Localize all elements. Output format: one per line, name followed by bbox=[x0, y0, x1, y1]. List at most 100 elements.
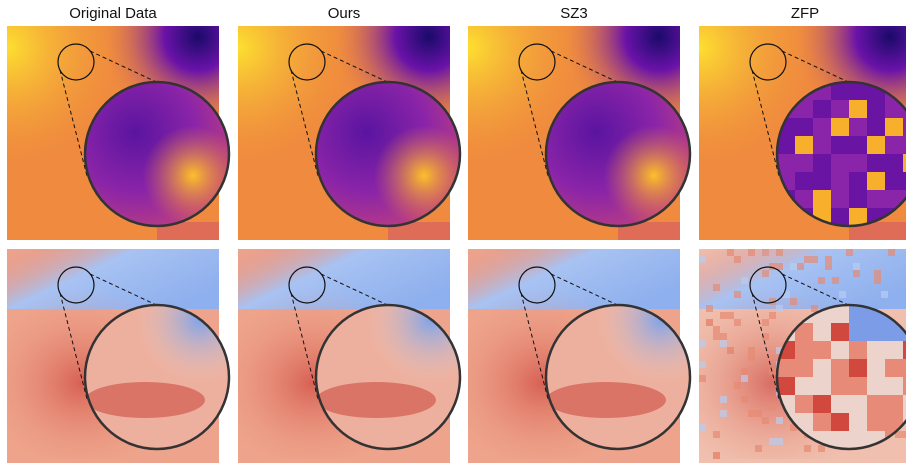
block bbox=[727, 347, 734, 354]
block bbox=[727, 312, 734, 319]
block bbox=[713, 431, 720, 438]
zoom-block bbox=[885, 154, 903, 172]
block bbox=[888, 249, 895, 256]
zoom-block bbox=[849, 136, 867, 154]
panels bbox=[7, 26, 906, 463]
panel bbox=[468, 249, 690, 463]
block bbox=[825, 256, 832, 263]
zoom-block bbox=[813, 395, 831, 413]
zoom-block bbox=[813, 136, 831, 154]
zoom-block bbox=[795, 172, 813, 190]
figure: Original DataOursSZ3ZFP bbox=[0, 0, 906, 464]
column-title: SZ3 bbox=[560, 5, 588, 22]
zoom-block bbox=[849, 359, 867, 377]
zoom-block bbox=[813, 359, 831, 377]
block bbox=[818, 277, 825, 284]
zoom-block bbox=[849, 413, 867, 431]
block bbox=[874, 270, 881, 277]
block bbox=[720, 410, 727, 417]
zoom-block bbox=[831, 323, 849, 341]
block bbox=[762, 417, 769, 424]
zoom-block bbox=[867, 377, 885, 395]
zoom-block bbox=[795, 341, 813, 359]
block bbox=[804, 256, 811, 263]
block bbox=[804, 445, 811, 452]
zoom-block bbox=[849, 341, 867, 359]
block bbox=[790, 263, 797, 270]
block bbox=[762, 319, 769, 326]
zoom-block bbox=[813, 118, 831, 136]
block bbox=[839, 291, 846, 298]
zoom-block bbox=[885, 136, 903, 154]
zoom-block bbox=[831, 172, 849, 190]
block bbox=[769, 368, 776, 375]
zoom-block bbox=[813, 100, 831, 118]
zoom-block bbox=[831, 118, 849, 136]
zoom-block bbox=[885, 359, 903, 377]
zoom-block bbox=[831, 377, 849, 395]
zoom-red bbox=[546, 382, 666, 418]
block bbox=[734, 319, 741, 326]
zoom-block bbox=[885, 172, 903, 190]
block bbox=[699, 375, 706, 382]
block bbox=[853, 270, 860, 277]
block bbox=[720, 340, 727, 347]
zoom-block bbox=[849, 323, 867, 341]
panel bbox=[468, 26, 690, 240]
block bbox=[727, 249, 734, 256]
panel bbox=[699, 26, 906, 240]
block bbox=[762, 270, 769, 277]
block bbox=[699, 340, 706, 347]
zoom-block bbox=[831, 154, 849, 172]
block bbox=[811, 256, 818, 263]
block bbox=[776, 305, 783, 312]
block bbox=[741, 277, 748, 284]
zoom-block bbox=[849, 377, 867, 395]
zoom-block bbox=[813, 154, 831, 172]
zoom-block bbox=[831, 395, 849, 413]
zoom-block bbox=[867, 323, 885, 341]
block bbox=[734, 382, 741, 389]
zoom-block bbox=[813, 341, 831, 359]
panel bbox=[7, 26, 229, 240]
panel bbox=[238, 26, 460, 240]
zoom-block bbox=[885, 341, 903, 359]
block bbox=[720, 333, 727, 340]
zoom-block bbox=[813, 377, 831, 395]
block bbox=[818, 445, 825, 452]
block bbox=[755, 445, 762, 452]
block bbox=[720, 396, 727, 403]
block bbox=[720, 312, 727, 319]
zoom-block bbox=[867, 359, 885, 377]
block bbox=[713, 452, 720, 459]
block bbox=[762, 249, 769, 256]
zoom-block bbox=[831, 136, 849, 154]
block bbox=[713, 284, 720, 291]
block bbox=[776, 417, 783, 424]
block bbox=[748, 354, 755, 361]
block bbox=[769, 403, 776, 410]
zoom-block bbox=[849, 172, 867, 190]
zoom-block bbox=[867, 100, 885, 118]
zoom-block bbox=[867, 190, 885, 208]
block bbox=[874, 277, 881, 284]
block bbox=[713, 326, 720, 333]
block bbox=[699, 424, 706, 431]
zoom-block bbox=[885, 118, 903, 136]
block bbox=[706, 305, 713, 312]
block bbox=[881, 291, 888, 298]
block bbox=[713, 333, 720, 340]
zoom-block bbox=[795, 377, 813, 395]
zoom-block bbox=[795, 118, 813, 136]
zoom-block bbox=[867, 341, 885, 359]
zoom-block bbox=[813, 413, 831, 431]
block bbox=[741, 396, 748, 403]
zoom-block bbox=[867, 413, 885, 431]
block bbox=[699, 256, 706, 263]
zoom-red bbox=[85, 382, 205, 418]
zoom-block bbox=[885, 377, 903, 395]
zoom-block bbox=[813, 323, 831, 341]
zoom-block bbox=[795, 359, 813, 377]
zoom-red bbox=[316, 382, 436, 418]
block bbox=[748, 249, 755, 256]
